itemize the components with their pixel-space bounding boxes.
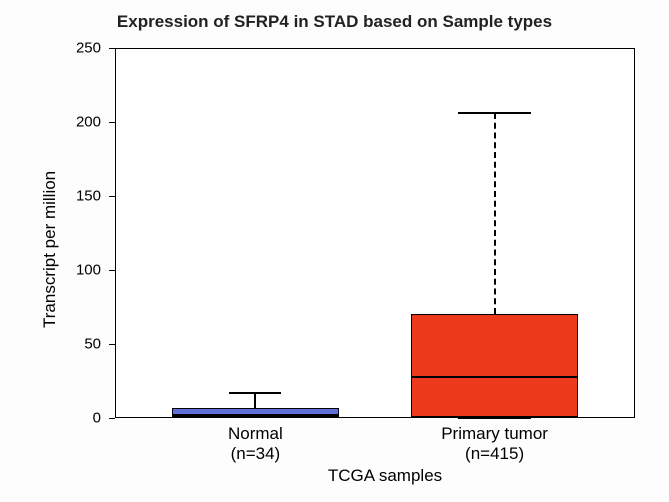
y-tick-mark bbox=[109, 270, 115, 271]
chart-title: Expression of SFRP4 in STAD based on Sam… bbox=[0, 12, 669, 32]
x-category-label: Primary tumor(n=415) bbox=[385, 424, 605, 464]
x-axis-title: TCGA samples bbox=[305, 466, 465, 486]
whisker-cap-lower-primary-tumor bbox=[458, 417, 531, 419]
y-tick-label: 100 bbox=[0, 262, 101, 279]
whisker-cap-upper-primary-tumor bbox=[458, 112, 531, 114]
median-primary-tumor bbox=[411, 376, 577, 378]
median-normal bbox=[172, 414, 338, 416]
y-tick-mark bbox=[109, 48, 115, 49]
x-category-label: Normal(n=34) bbox=[145, 424, 365, 464]
y-tick-label: 200 bbox=[0, 114, 101, 131]
y-tick-mark bbox=[109, 196, 115, 197]
y-tick-label: 0 bbox=[0, 410, 101, 427]
y-tick-mark bbox=[109, 122, 115, 123]
y-tick-mark bbox=[109, 418, 115, 419]
whisker-upper-normal bbox=[254, 393, 256, 408]
boxplot-chart: Expression of SFRP4 in STAD based on Sam… bbox=[0, 0, 669, 502]
y-tick-label: 150 bbox=[0, 188, 101, 205]
y-tick-label: 50 bbox=[0, 336, 101, 353]
y-tick-mark bbox=[109, 344, 115, 345]
box-primary-tumor bbox=[411, 314, 577, 416]
whisker-upper-primary-tumor bbox=[494, 113, 496, 314]
whisker-cap-upper-normal bbox=[229, 392, 281, 394]
y-tick-label: 250 bbox=[0, 40, 101, 57]
